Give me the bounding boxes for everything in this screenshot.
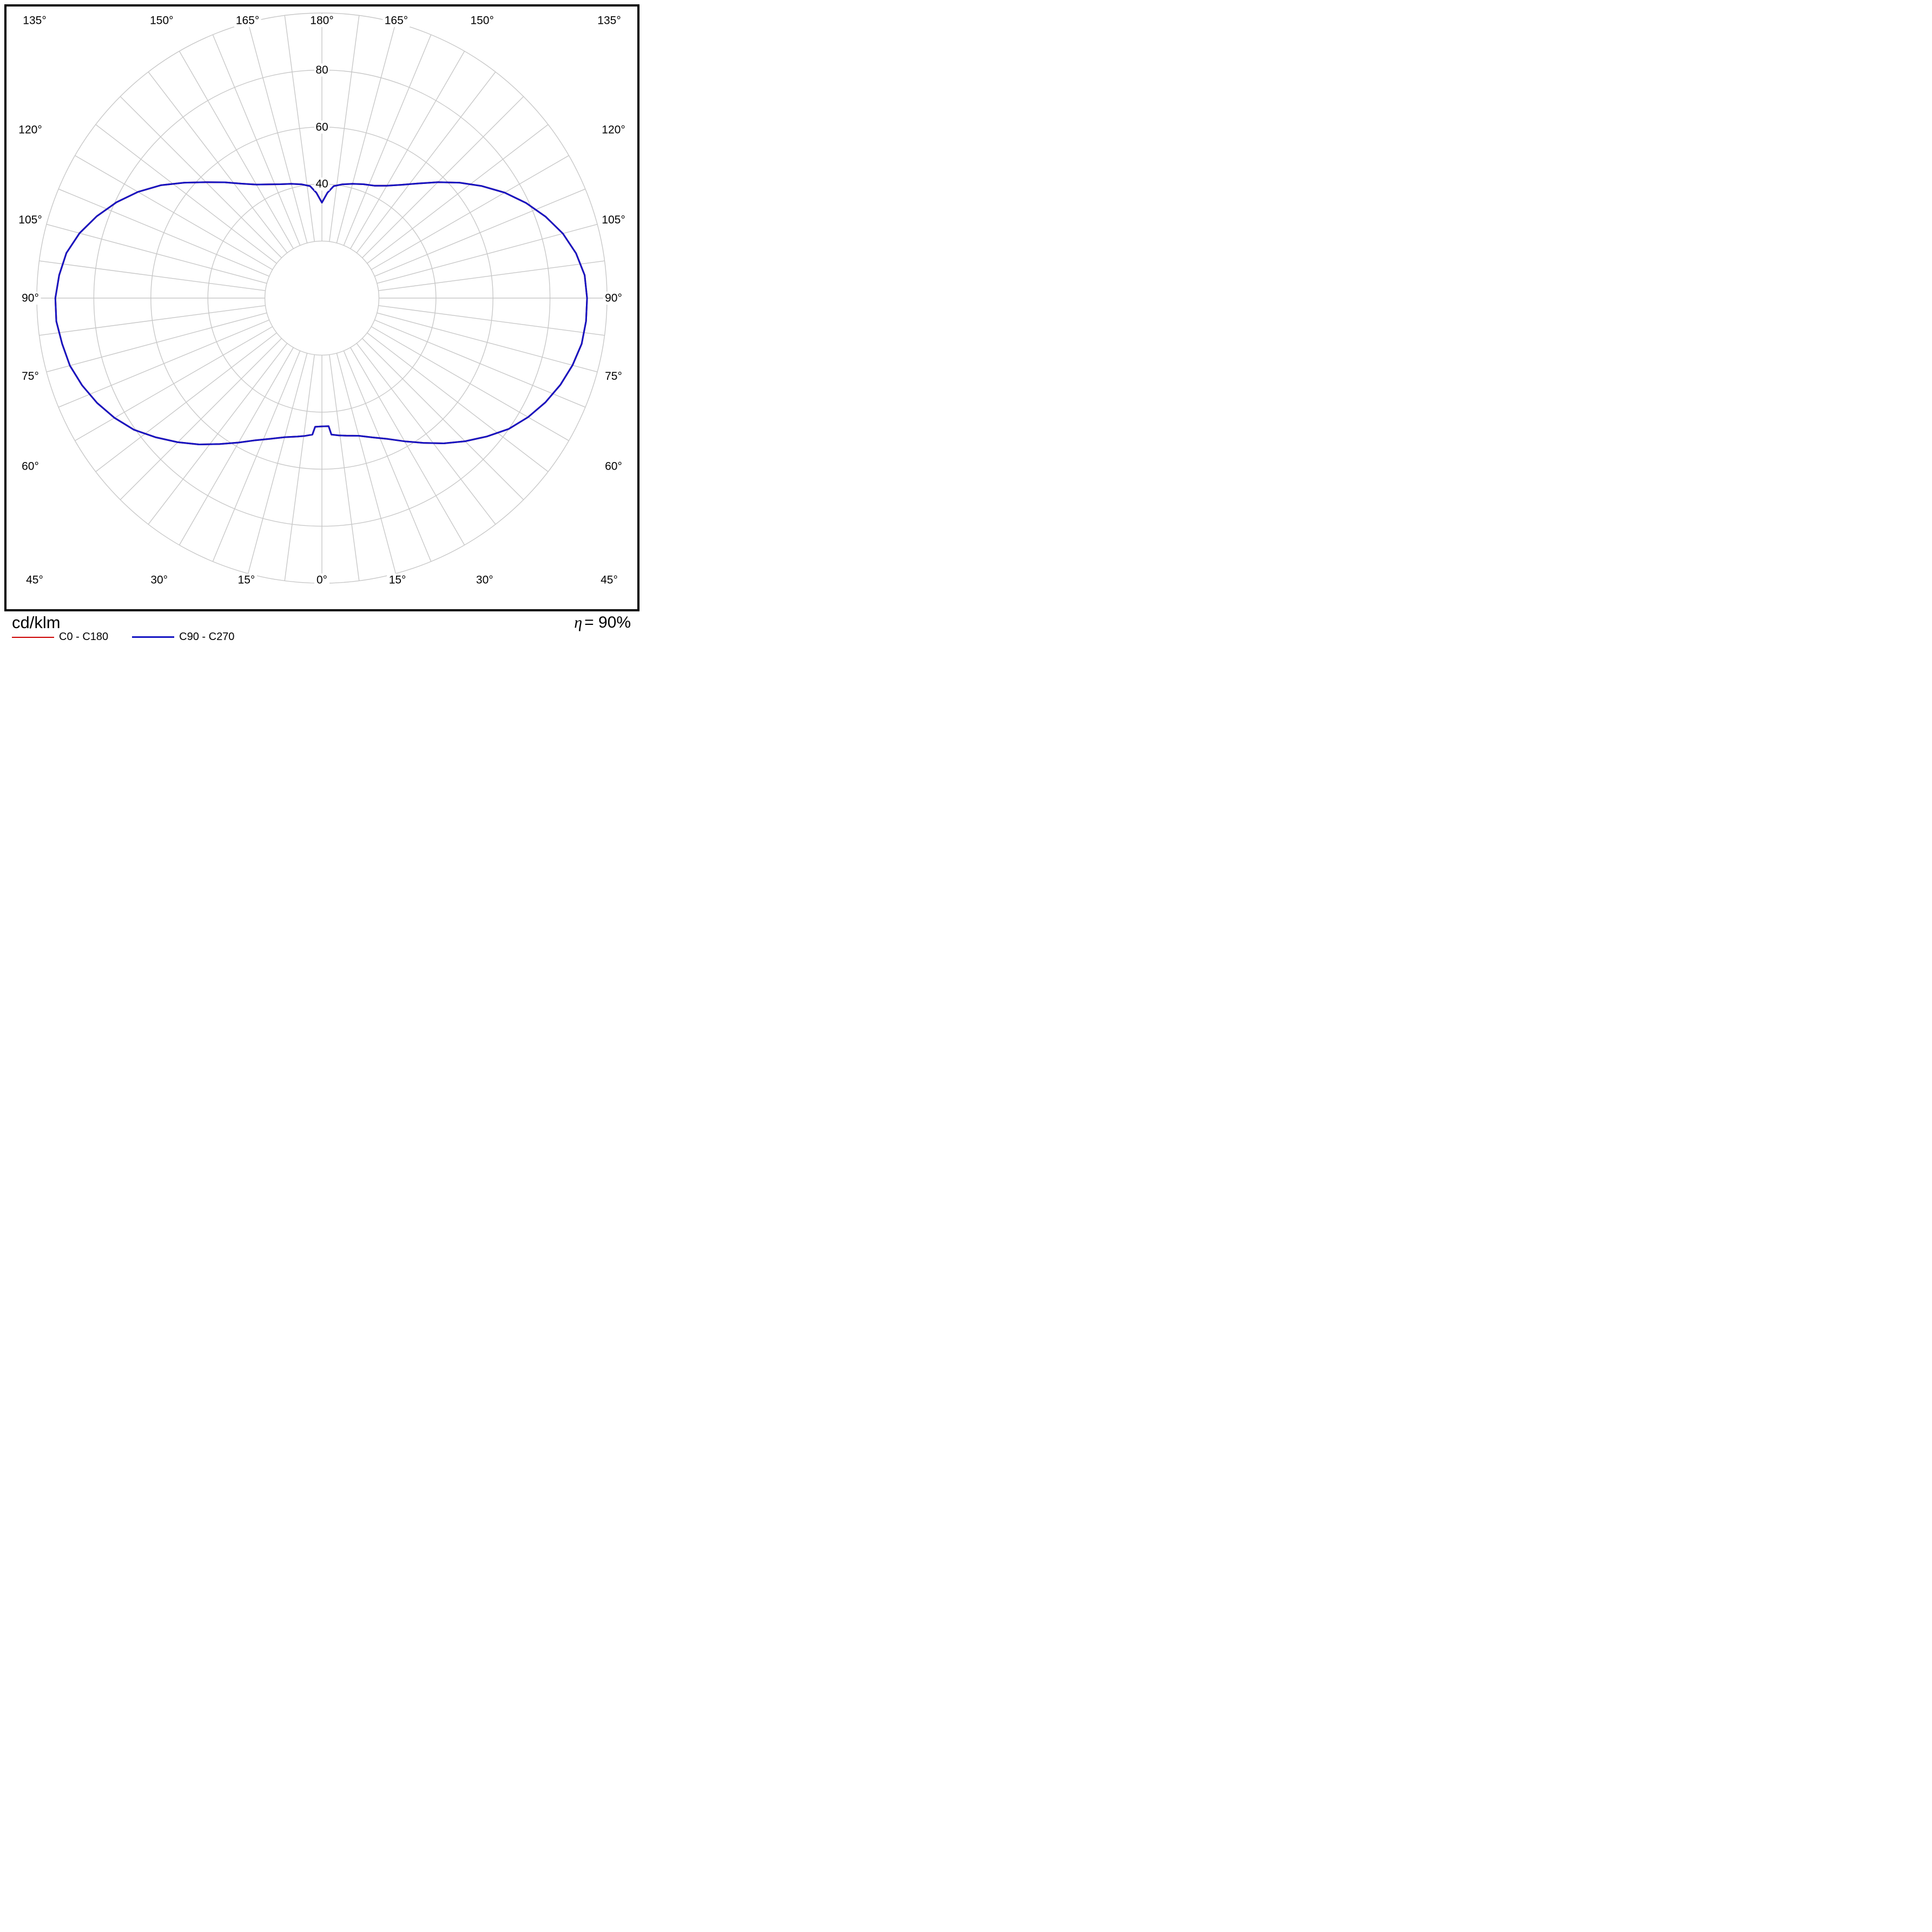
legend-label-c90-c270: C90 - C270 bbox=[179, 631, 235, 643]
label-backing bbox=[308, 14, 335, 27]
radial-tick-40: 40 bbox=[315, 178, 328, 190]
angle-label-45: 45° bbox=[26, 574, 43, 586]
legend-item-c0-c180: C0 - C180 bbox=[12, 631, 108, 643]
label-backing bbox=[603, 370, 624, 383]
angle-label-15: 15° bbox=[389, 574, 406, 586]
angle-label-90: 90° bbox=[605, 292, 622, 305]
label-backing bbox=[600, 123, 627, 136]
label-backing bbox=[148, 573, 170, 586]
angle-label-15: 15° bbox=[238, 574, 255, 586]
angle-label-120: 120° bbox=[18, 123, 42, 136]
angle-label-180: 180° bbox=[310, 15, 333, 27]
angle-label-45: 45° bbox=[601, 574, 618, 586]
radial-tick-60: 60 bbox=[315, 121, 328, 133]
label-backing bbox=[17, 123, 44, 136]
angle-label-105: 105° bbox=[18, 214, 42, 226]
polar-chart-frame: 40 60 80 0° 15° 15° 30° 30° 45° 45° 60° 60° 75° 75° 90… bbox=[4, 4, 639, 611]
legend-label-c0-c180: C0 - C180 bbox=[59, 631, 109, 643]
angle-label-135: 135° bbox=[597, 15, 621, 27]
label-backing bbox=[17, 213, 44, 227]
c0-c180-line-swatch bbox=[12, 636, 54, 638]
label-backing bbox=[474, 573, 496, 586]
angle-label-165: 165° bbox=[236, 15, 259, 27]
label-backing bbox=[596, 14, 623, 27]
eta-symbol: η bbox=[574, 614, 583, 631]
label-backing bbox=[314, 573, 329, 586]
label-backing bbox=[603, 460, 624, 473]
photometric-diagram-page: 40 60 80 0° 15° 15° 30° 30° 45° 45° 60° 60° 75° 75° 90… bbox=[0, 0, 644, 644]
polar-chart: 40 60 80 0° 15° 15° 30° 30° 45° 45° 60° 60° 75° 75° 90… bbox=[17, 12, 627, 586]
unit-label: cd/klm bbox=[12, 613, 61, 632]
angle-label-60: 60° bbox=[22, 460, 39, 473]
angle-label-150: 150° bbox=[470, 15, 493, 27]
angle-label-135: 135° bbox=[23, 15, 46, 27]
angle-label-105: 105° bbox=[602, 214, 625, 226]
label-backing bbox=[469, 14, 496, 27]
angle-label-30: 30° bbox=[150, 574, 168, 586]
label-backing bbox=[19, 460, 41, 473]
intensity-curves bbox=[54, 181, 588, 445]
angle-label-90: 90° bbox=[22, 292, 39, 305]
grid-circle bbox=[264, 240, 380, 356]
legend-item-c90-c270: C90 - C270 bbox=[132, 631, 234, 643]
label-backing bbox=[21, 14, 48, 27]
polar-grid bbox=[36, 12, 608, 584]
radial-tick-80: 80 bbox=[315, 64, 328, 76]
label-backing bbox=[234, 14, 261, 27]
angle-label-150: 150° bbox=[150, 15, 173, 27]
label-backing bbox=[314, 120, 329, 134]
efficiency-value: = 90% bbox=[584, 614, 631, 631]
label-backing bbox=[235, 573, 257, 586]
angle-label-30: 30° bbox=[476, 574, 493, 586]
label-backing bbox=[387, 573, 408, 586]
label-backing bbox=[19, 370, 41, 383]
angle-label-60: 60° bbox=[605, 460, 622, 473]
label-backing bbox=[148, 14, 175, 27]
label-backing bbox=[383, 14, 410, 27]
angle-label-75: 75° bbox=[605, 370, 622, 383]
label-backing bbox=[24, 573, 45, 586]
legend: C0 - C180 C90 - C270 bbox=[12, 631, 234, 643]
label-backing bbox=[598, 573, 620, 586]
c90-c270-line-swatch bbox=[132, 636, 175, 638]
curve-C90-C270 bbox=[54, 181, 588, 445]
label-backing bbox=[314, 177, 329, 191]
efficiency-label: η = 90% bbox=[574, 614, 631, 632]
label-backing bbox=[314, 63, 329, 77]
label-backing bbox=[19, 292, 41, 305]
axis-labels: 40 60 80 0° 15° 15° 30° 30° 45° 45° 60° 60° 75° 75° 90… bbox=[17, 14, 627, 586]
label-backing bbox=[603, 292, 624, 305]
angle-label-165: 165° bbox=[385, 15, 408, 27]
angle-label-0: 0° bbox=[316, 574, 327, 586]
angle-label-75: 75° bbox=[22, 370, 39, 383]
angle-label-120: 120° bbox=[602, 123, 625, 136]
label-backing bbox=[600, 213, 627, 227]
